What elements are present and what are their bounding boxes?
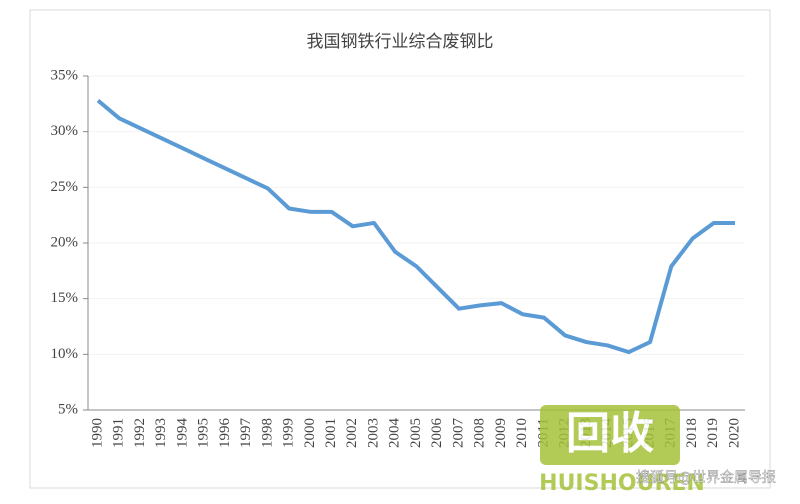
y-tick-label: 30% [51, 123, 79, 139]
x-tick-label: 2000 [302, 418, 318, 448]
x-tick-label: 2009 [493, 418, 509, 448]
y-tick-label: 15% [51, 290, 79, 306]
x-tick-label: 2005 [408, 418, 424, 448]
watermark-source: 搜狐号@世界金属导报 [636, 470, 776, 486]
x-tick-label: 2004 [387, 418, 403, 449]
x-tick-label: 2001 [323, 418, 339, 448]
watermark-brand: HUISHOUREN [539, 471, 705, 496]
x-tick-label: 1993 [153, 418, 169, 448]
x-tick-label: 2019 [705, 418, 721, 448]
x-tick-label: 1994 [174, 418, 190, 449]
x-tick-label: 2003 [365, 418, 381, 448]
watermark-logo: 回收 [566, 408, 654, 459]
y-tick-label: 35% [51, 67, 79, 83]
x-tick-label: 2010 [514, 418, 530, 448]
x-tick-label: 2018 [684, 418, 700, 448]
x-tick-label: 1997 [238, 418, 254, 449]
x-tick-label: 2020 [726, 418, 742, 448]
chart-title: 我国钢铁行业综合废钢比 [307, 32, 494, 52]
y-tick-label: 20% [51, 234, 79, 250]
x-tick-label: 1998 [259, 418, 275, 448]
y-tick-label: 5% [58, 401, 78, 417]
x-tick-label: 1992 [132, 418, 148, 448]
x-tick-label: 2008 [472, 418, 488, 448]
watermark-logo-bg [540, 405, 680, 465]
x-tick-label: 2007 [450, 418, 466, 449]
watermark: 回收 HUISHOUREN 搜狐号@世界金属导报 [539, 405, 776, 496]
x-tick-label: 1991 [111, 418, 127, 448]
y-tick-label: 25% [51, 179, 79, 195]
x-tick-label: 2002 [344, 418, 360, 448]
x-tick-label: 2006 [429, 418, 445, 449]
x-tick-label: 1995 [196, 418, 212, 448]
y-tick-label: 10% [51, 346, 79, 362]
x-tick-label: 1990 [89, 418, 105, 448]
x-tick-label: 1999 [281, 418, 297, 448]
x-tick-label: 1996 [217, 418, 233, 449]
data-line [96, 98, 735, 355]
